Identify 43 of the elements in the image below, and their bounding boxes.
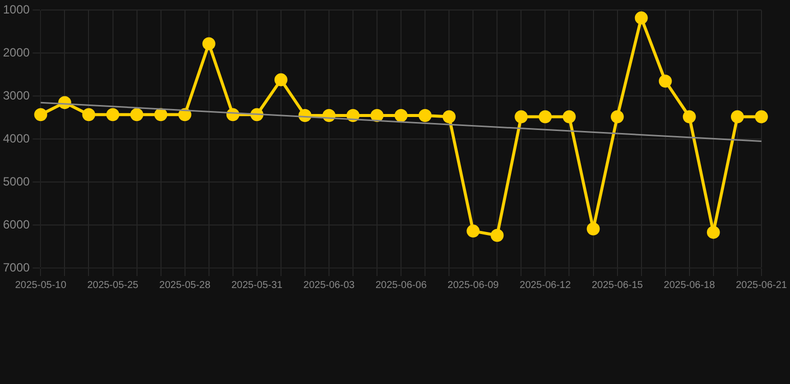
point	[82, 108, 96, 122]
x-tick-label: 2025-06-03	[303, 280, 355, 291]
point	[586, 222, 600, 236]
y-tick-label: 4000	[2, 131, 30, 146]
point	[34, 108, 48, 122]
point	[514, 110, 528, 124]
point	[562, 110, 576, 124]
x-tick-label: 2025-06-15	[592, 280, 644, 291]
point	[490, 228, 504, 242]
y-tick-label: 6000	[2, 217, 30, 232]
point	[442, 110, 456, 124]
x-tick-label: 2025-06-06	[375, 280, 428, 291]
point	[610, 110, 624, 124]
point	[538, 110, 552, 124]
y-tick-label: 2000	[2, 45, 30, 60]
point	[370, 108, 384, 122]
x-tick-label: 2025-05-31	[231, 280, 283, 291]
x-tick-label: 2025-06-09	[448, 280, 500, 291]
point	[106, 108, 120, 122]
point	[466, 224, 480, 238]
y-tick-label: 3000	[2, 88, 30, 102]
point	[274, 73, 288, 86]
y-tick-label: 5000	[2, 174, 30, 188]
x-tick-label: 2025-06-12	[520, 280, 572, 291]
point	[418, 108, 432, 122]
point	[394, 108, 408, 122]
x-tick-label: 2025-06-21	[736, 280, 788, 291]
point	[202, 37, 216, 50]
y-tick-label: 7000	[2, 260, 30, 274]
x-tick-label: 2025-05-25	[87, 280, 139, 291]
point	[130, 108, 144, 122]
x-tick-label: 2025-06-18	[664, 280, 716, 291]
point	[706, 226, 720, 239]
point	[682, 110, 696, 124]
point	[154, 108, 168, 122]
x-tick-label: 2025-05-10	[15, 280, 67, 291]
point	[634, 11, 648, 24]
point	[730, 110, 744, 124]
point	[658, 74, 672, 88]
x-tick-label: 2025-05-28	[159, 280, 211, 291]
point	[754, 110, 768, 124]
y-tick-label: 1000	[2, 2, 30, 17]
point	[178, 108, 192, 122]
